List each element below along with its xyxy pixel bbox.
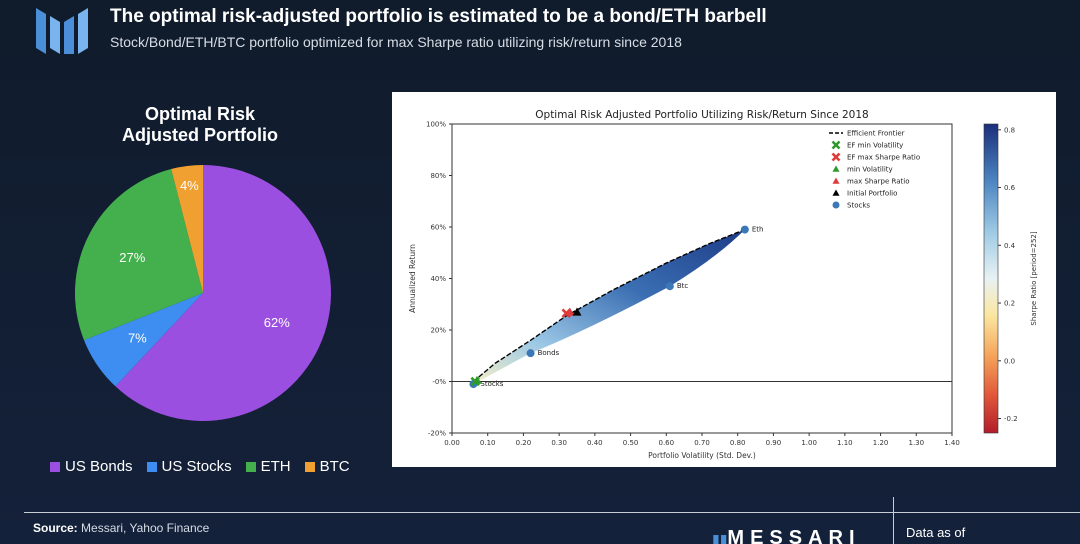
- x-tick-label: 1.30: [908, 439, 924, 447]
- pie-label-us-bonds: 62%: [264, 315, 290, 330]
- asset-point-eth: [740, 225, 749, 234]
- x-tick-label: 0.10: [480, 439, 496, 447]
- colorbar-tick-label: 0.8: [1004, 126, 1015, 134]
- legend-swatch-eth: [245, 461, 256, 472]
- x-tick-label: 0.30: [551, 439, 567, 447]
- legend-text-initial-portfolio: Initial Portfolio: [847, 190, 897, 198]
- legend-text-ef-min-volatility: EF min Volatility: [847, 142, 903, 150]
- messari-logo-icon: [36, 8, 88, 54]
- pie-title-line2: Adjusted Portfolio: [122, 125, 278, 145]
- y-tick-label: 20%: [430, 327, 446, 335]
- legend-marker-ef-max-sharpe-ratio: [831, 152, 841, 162]
- pie-chart: 62% 7% 27% 4%: [74, 165, 331, 421]
- efficient-frontier-chart-panel: Optimal Risk Adjusted Portfolio Utilizin…: [392, 92, 1056, 467]
- pie-slice-eth: [74, 169, 203, 341]
- legend-label-us-stocks: US Stocks: [161, 458, 232, 475]
- legend-text-min-volatility: min Volatility: [847, 166, 893, 174]
- x-tick-label: 1.10: [837, 439, 853, 447]
- pie-legend: US Bonds US Stocks ETH BTC: [50, 458, 350, 475]
- colorbar-tick-label: 0.6: [1004, 184, 1016, 192]
- efficient-frontier-line: [472, 228, 746, 383]
- pie-slice-btc: [171, 165, 203, 293]
- y-tick-label: 100%: [426, 121, 446, 129]
- brand-mark-icon: ▮▮: [712, 531, 728, 544]
- legend-marker-initial-portfolio: [832, 189, 840, 196]
- special-point-max-sharpe-ratio: [565, 307, 575, 316]
- y-tick-label: -20%: [428, 430, 446, 438]
- x-tick-label: 0.20: [516, 439, 532, 447]
- chart-legend: Efficient Frontier EF min Volatility EF ma…: [829, 130, 920, 210]
- sharpe-colorbar: [983, 123, 999, 434]
- legend-item-eth: ETH: [245, 458, 291, 475]
- colorbar-tick-label: 0.2: [1004, 300, 1015, 308]
- x-tick-label: 0.00: [444, 439, 460, 447]
- legend-marker-stocks: [832, 201, 840, 209]
- x-tick-label: 0.90: [766, 439, 782, 447]
- asset-label-btc: Btc: [677, 282, 689, 290]
- x-axis-label: Portfolio Volatility (Std. Dev.): [648, 451, 756, 460]
- pie-title-line1: Optimal Risk: [144, 104, 256, 124]
- legend-label-btc: BTC: [319, 458, 350, 475]
- pie-slice-us-stocks: [83, 293, 203, 387]
- pie-label-eth: 27%: [119, 250, 145, 265]
- legend-text-max-sharpe-ratio: max Sharpe Ratio: [847, 178, 909, 186]
- page-subtitle: Stock/Bond/ETH/BTC portfolio optimized f…: [110, 34, 682, 50]
- pie-label-us-stocks: 7%: [128, 331, 147, 346]
- x-tick-label: 0.40: [587, 439, 603, 447]
- legend-item-btc: BTC: [304, 458, 350, 475]
- legend-marker-max-sharpe-ratio: [832, 177, 840, 184]
- legend-text-ef-max-sharpe-ratio: EF max Sharpe Ratio: [847, 154, 920, 162]
- colorbar-tick-label: -0.2: [1004, 415, 1018, 423]
- page-title: The optimal risk-adjusted portfolio is e…: [110, 6, 767, 27]
- legend-marker-ef-min-volatility: [831, 140, 841, 150]
- legend-swatch-us-bonds: [50, 461, 60, 472]
- legend-swatch-us-stocks: [146, 461, 157, 472]
- legend-text-stocks: Stocks: [847, 202, 870, 210]
- source-note: Source: Messari, Yahoo Finance: [33, 521, 209, 535]
- portfolio-simulation-region: [473, 229, 745, 385]
- data-as-of: Data as of: [906, 525, 966, 540]
- brand-wordmark: ▮▮MESSARI: [712, 528, 861, 544]
- x-tick-label: 0.80: [730, 439, 746, 447]
- asset-point-btc: [665, 282, 674, 291]
- legend-label-eth: ETH: [260, 458, 291, 475]
- legend-label-us-bonds: US Bonds: [65, 458, 133, 475]
- legend-swatch-btc: [304, 461, 315, 472]
- asset-label-bonds: Bonds: [538, 349, 560, 357]
- colorbar-tick-label: 0.0: [1004, 357, 1015, 365]
- x-tick-label: 1.20: [873, 439, 889, 447]
- y-tick-label: 80%: [430, 172, 446, 180]
- efficient-frontier-chart: Optimal Risk Adjusted Portfolio Utilizin…: [408, 109, 1038, 460]
- asset-label-stocks: Stocks: [480, 380, 503, 388]
- pie-label-btc: 4%: [180, 178, 199, 193]
- special-point-min-volatility: [472, 375, 482, 384]
- legend-text-efficient-frontier: Efficient Frontier: [847, 130, 905, 138]
- chart-title: Optimal Risk Adjusted Portfolio Utilizin…: [535, 109, 868, 121]
- y-tick-label: 40%: [430, 275, 446, 283]
- y-axis-label: Annualized Return: [408, 244, 417, 313]
- legend-item-us-stocks: US Stocks: [146, 458, 232, 475]
- special-point-initial-portfolio: [572, 307, 582, 316]
- y-tick-label: 60%: [430, 224, 446, 232]
- colorbar-label: Sharpe Ratio [period=252]: [1030, 231, 1038, 325]
- colorbar-tick-label: 0.4: [1004, 242, 1016, 250]
- brand-name: MESSARI: [727, 527, 861, 544]
- asset-label-eth: Eth: [752, 226, 764, 234]
- asset-point-bonds: [526, 349, 535, 358]
- source-label: Source:: [33, 521, 78, 535]
- y-tick-label: -0%: [432, 378, 446, 386]
- legend-marker-min-volatility: [832, 165, 840, 172]
- x-tick-label: 1.00: [801, 439, 817, 447]
- x-tick-label: 1.40: [944, 439, 960, 447]
- x-tick-label: 0.70: [694, 439, 710, 447]
- legend-item-us-bonds: US Bonds: [50, 458, 133, 475]
- footer-vertical-divider: [893, 497, 894, 544]
- x-tick-label: 0.60: [658, 439, 674, 447]
- pie-chart-title: Optimal Risk Adjusted Portfolio: [90, 104, 310, 146]
- pie-slice-us-bonds: [115, 165, 331, 421]
- footer-divider-line: [24, 512, 1080, 513]
- source-text: Messari, Yahoo Finance: [77, 521, 210, 535]
- x-tick-label: 0.50: [623, 439, 639, 447]
